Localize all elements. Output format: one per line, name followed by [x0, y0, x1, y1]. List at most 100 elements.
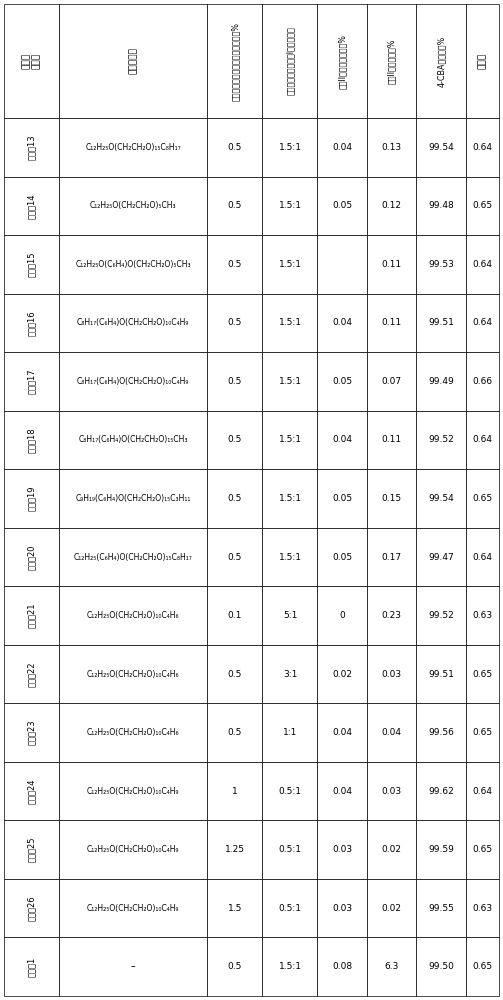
Bar: [208, 411, 263, 469]
Text: 0.11: 0.11: [382, 435, 402, 444]
Bar: [367, 118, 416, 177]
Bar: [59, 703, 208, 762]
Text: 0.07: 0.07: [382, 377, 402, 386]
Bar: [367, 528, 416, 586]
Text: 5:1: 5:1: [283, 611, 297, 620]
Bar: [317, 118, 367, 177]
Bar: [317, 469, 367, 528]
Bar: [317, 586, 367, 645]
Bar: [263, 937, 317, 996]
Text: 0.02: 0.02: [382, 845, 402, 854]
Bar: [416, 235, 466, 294]
Bar: [317, 235, 367, 294]
Text: 实施例13: 实施例13: [27, 135, 36, 160]
Bar: [59, 4, 208, 118]
Bar: [317, 411, 367, 469]
Text: 实施例17: 实施例17: [27, 369, 36, 394]
Text: 比较例
实施例: 比较例 实施例: [22, 53, 41, 69]
Bar: [466, 235, 499, 294]
Text: 0.65: 0.65: [472, 670, 492, 679]
Bar: [263, 645, 317, 703]
Text: 0.12: 0.12: [382, 201, 402, 210]
Bar: [466, 528, 499, 586]
Bar: [4, 586, 59, 645]
Bar: [416, 4, 466, 118]
Bar: [208, 703, 263, 762]
Text: C₁₂H₂₅O(CH₂CH₂O)₅CH₃: C₁₂H₂₅O(CH₂CH₂O)₅CH₃: [90, 201, 177, 210]
Text: 实施例16: 实施例16: [27, 310, 36, 336]
Bar: [263, 411, 317, 469]
Text: 0.65: 0.65: [472, 728, 492, 737]
Bar: [466, 586, 499, 645]
Bar: [263, 703, 317, 762]
Bar: [263, 586, 317, 645]
Bar: [4, 294, 59, 352]
Text: C₁₂H₂₅O(CH₂CH₂O)₁₀C₄H₉: C₁₂H₂₅O(CH₂CH₂O)₁₀C₄H₉: [87, 845, 180, 854]
Bar: [466, 294, 499, 352]
Bar: [208, 937, 263, 996]
Text: 0.03: 0.03: [332, 904, 352, 913]
Bar: [466, 703, 499, 762]
Text: 1.5:1: 1.5:1: [279, 201, 301, 210]
Text: 1.5:1: 1.5:1: [279, 494, 301, 503]
Bar: [263, 177, 317, 235]
Text: 0.5: 0.5: [228, 260, 242, 269]
Bar: [4, 820, 59, 879]
Text: 0.64: 0.64: [472, 318, 492, 327]
Text: C₁₂H₂₅O(CH₂CH₂O)₁₀C₄H₉: C₁₂H₂₅O(CH₂CH₂O)₁₀C₄H₉: [87, 787, 180, 796]
Text: 表面活性剂: 表面活性剂: [129, 48, 138, 74]
Text: C₈H₁₇(C₆H₄)O(CH₂CH₂O)₁₀C₄H₉: C₈H₁₇(C₆H₄)O(CH₂CH₂O)₁₀C₄H₉: [77, 318, 190, 327]
Text: 实施例18: 实施例18: [27, 427, 36, 453]
Text: 0.03: 0.03: [382, 670, 402, 679]
Bar: [4, 235, 59, 294]
Bar: [317, 645, 367, 703]
Text: 99.56: 99.56: [429, 728, 454, 737]
Text: 99.59: 99.59: [429, 845, 454, 854]
Bar: [4, 528, 59, 586]
Bar: [466, 469, 499, 528]
Text: 1.5:1: 1.5:1: [279, 435, 301, 444]
Bar: [466, 411, 499, 469]
Text: 实施例20: 实施例20: [27, 544, 36, 570]
Text: 1:1: 1:1: [283, 728, 297, 737]
Text: 0.5:1: 0.5:1: [279, 787, 301, 796]
Bar: [367, 235, 416, 294]
Bar: [59, 177, 208, 235]
Text: 0.03: 0.03: [332, 845, 352, 854]
Bar: [263, 879, 317, 937]
Text: 0.05: 0.05: [332, 494, 352, 503]
Text: 0.64: 0.64: [472, 260, 492, 269]
Bar: [263, 118, 317, 177]
Text: 1.5:1: 1.5:1: [279, 143, 301, 152]
Text: 0.5: 0.5: [228, 553, 242, 562]
Text: 99.50: 99.50: [429, 962, 454, 971]
Text: 1.5: 1.5: [228, 904, 242, 913]
Text: 0.65: 0.65: [472, 201, 492, 210]
Bar: [416, 294, 466, 352]
Text: C₁₂H₂₅O(CH₂CH₂O)₁₀C₄H₉: C₁₂H₂₅O(CH₂CH₂O)₁₀C₄H₉: [87, 904, 180, 913]
Text: 0.1: 0.1: [228, 611, 242, 620]
Bar: [208, 469, 263, 528]
Bar: [4, 645, 59, 703]
Bar: [59, 352, 208, 411]
Text: 1.5:1: 1.5:1: [279, 553, 301, 562]
Text: 0.02: 0.02: [332, 670, 352, 679]
Text: C₉H₁₉(C₆H₄)O(CH₂CH₂O)₁₅C₃H₁₁: C₉H₁₉(C₆H₄)O(CH₂CH₂O)₁₅C₃H₁₁: [75, 494, 191, 503]
Text: 1.5:1: 1.5:1: [279, 318, 301, 327]
Text: 实施例23: 实施例23: [27, 720, 36, 745]
Text: 0.17: 0.17: [382, 553, 402, 562]
Bar: [367, 937, 416, 996]
Bar: [416, 703, 466, 762]
Text: 0.5: 0.5: [228, 318, 242, 327]
Text: C₁₂H₂₅O(C₆H₄)O(CH₂CH₂O)₅CH₃: C₁₂H₂₅O(C₆H₄)O(CH₂CH₂O)₅CH₃: [75, 260, 191, 269]
Bar: [4, 469, 59, 528]
Text: 0.23: 0.23: [382, 611, 402, 620]
Text: 0.05: 0.05: [332, 553, 352, 562]
Text: 0.03: 0.03: [382, 787, 402, 796]
Bar: [466, 879, 499, 937]
Bar: [367, 177, 416, 235]
Text: 0.65: 0.65: [472, 494, 492, 503]
Bar: [466, 820, 499, 879]
Text: 1.5:1: 1.5:1: [279, 377, 301, 386]
Text: 1.25: 1.25: [225, 845, 245, 854]
